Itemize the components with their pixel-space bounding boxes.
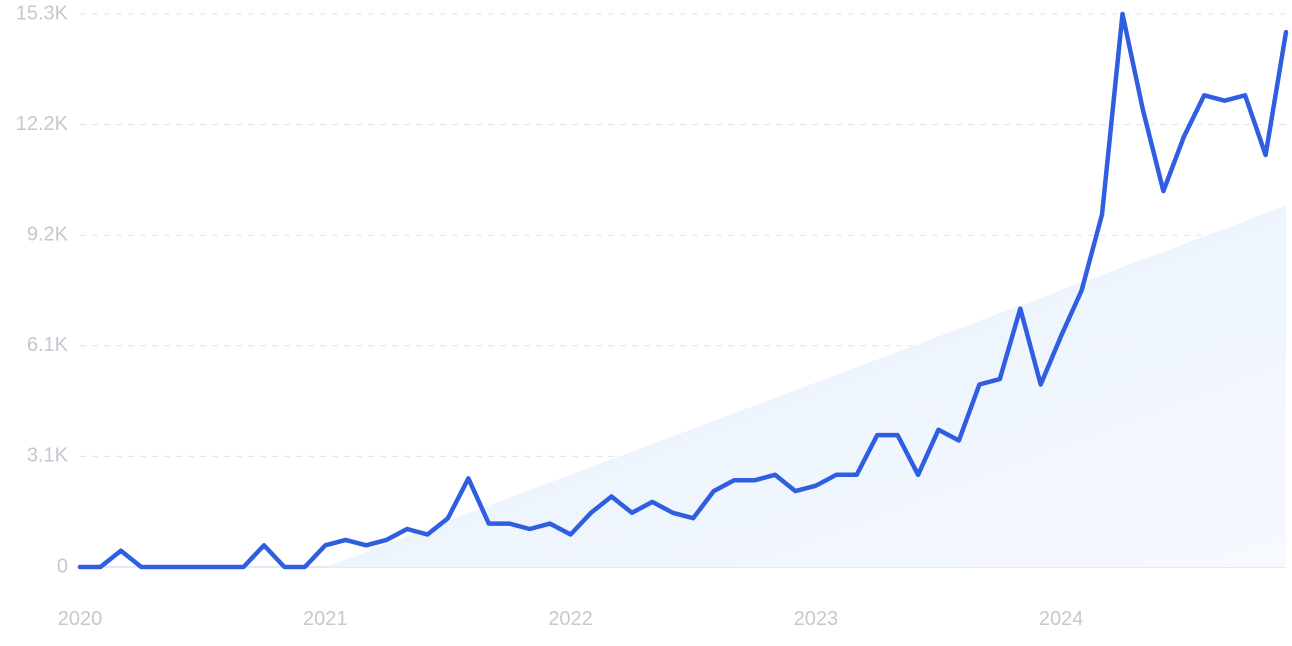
x-tick-label: 2020 bbox=[58, 608, 103, 630]
y-tick-label: 15.3K bbox=[16, 2, 69, 24]
x-tick-label: 2023 bbox=[794, 608, 839, 630]
x-tick-label: 2024 bbox=[1039, 608, 1084, 630]
x-tick-label: 2021 bbox=[303, 608, 348, 630]
y-tick-label: 12.2K bbox=[16, 113, 69, 135]
y-tick-label: 0 bbox=[57, 555, 68, 577]
y-tick-label: 9.2K bbox=[27, 223, 69, 245]
y-tick-label: 3.1K bbox=[27, 445, 69, 467]
x-axis-ticks: 2020 2021 2022 2023 2024 bbox=[58, 608, 1084, 630]
x-tick-label: 2022 bbox=[548, 608, 593, 630]
trend-area-fill bbox=[325, 205, 1286, 567]
y-axis-ticks: 0 3.1K 6.1K 9.2K 12.2K 15.3K bbox=[16, 2, 69, 577]
y-tick-label: 6.1K bbox=[27, 334, 69, 356]
series-lines bbox=[77, 11, 1289, 570]
trend-area bbox=[325, 205, 1286, 567]
search-volume-line bbox=[77, 11, 1289, 570]
